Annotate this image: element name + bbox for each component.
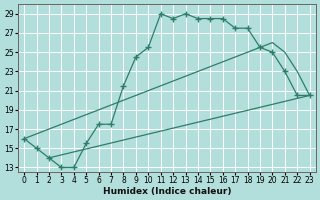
X-axis label: Humidex (Indice chaleur): Humidex (Indice chaleur) (103, 187, 231, 196)
